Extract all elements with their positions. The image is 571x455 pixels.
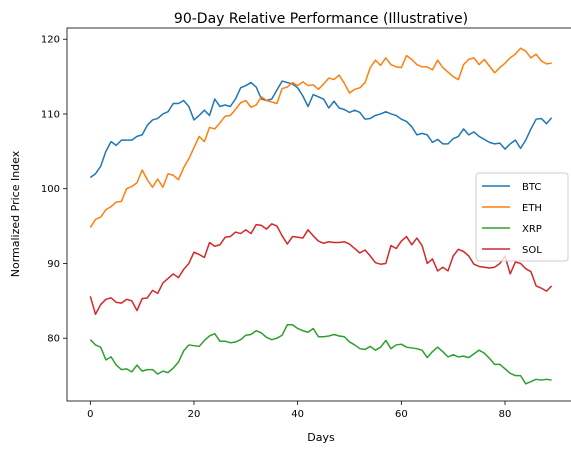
x-tick-label: 80 [499, 409, 512, 420]
x-axis-label: Days [307, 431, 335, 444]
series-line-sol [89, 223, 553, 316]
legend-box [475, 172, 569, 262]
series-line-eth [89, 47, 552, 228]
legend: BTC ETH XRP SOL [475, 172, 569, 262]
x-tick-label: 0 [87, 409, 93, 420]
x-tick-label: 20 [188, 409, 201, 420]
y-tick-label: 120 [41, 35, 60, 46]
legend-label-eth: ETH [522, 203, 542, 214]
y-tick-label: 90 [47, 259, 60, 270]
series-line-btc [89, 80, 553, 179]
y-axis: 80 90 100 110 120 [41, 35, 67, 345]
x-tick-label: 40 [291, 409, 304, 420]
series-layer [89, 47, 553, 385]
legend-label-btc: BTC [522, 182, 541, 193]
chart-title: 90-Day Relative Performance (Illustrativ… [174, 11, 468, 27]
x-axis: 0 20 40 60 80 [87, 401, 511, 420]
y-axis-label: Normalized Price Index [9, 150, 22, 277]
plot-frame [66, 27, 571, 402]
legend-label-xrp: XRP [522, 224, 542, 235]
y-tick-label: 80 [47, 334, 60, 345]
x-tick-label: 60 [395, 409, 408, 420]
y-tick-label: 110 [41, 109, 60, 120]
legend-label-sol: SOL [522, 245, 542, 256]
series-line-xrp [89, 324, 552, 385]
y-tick-label: 100 [41, 184, 60, 195]
